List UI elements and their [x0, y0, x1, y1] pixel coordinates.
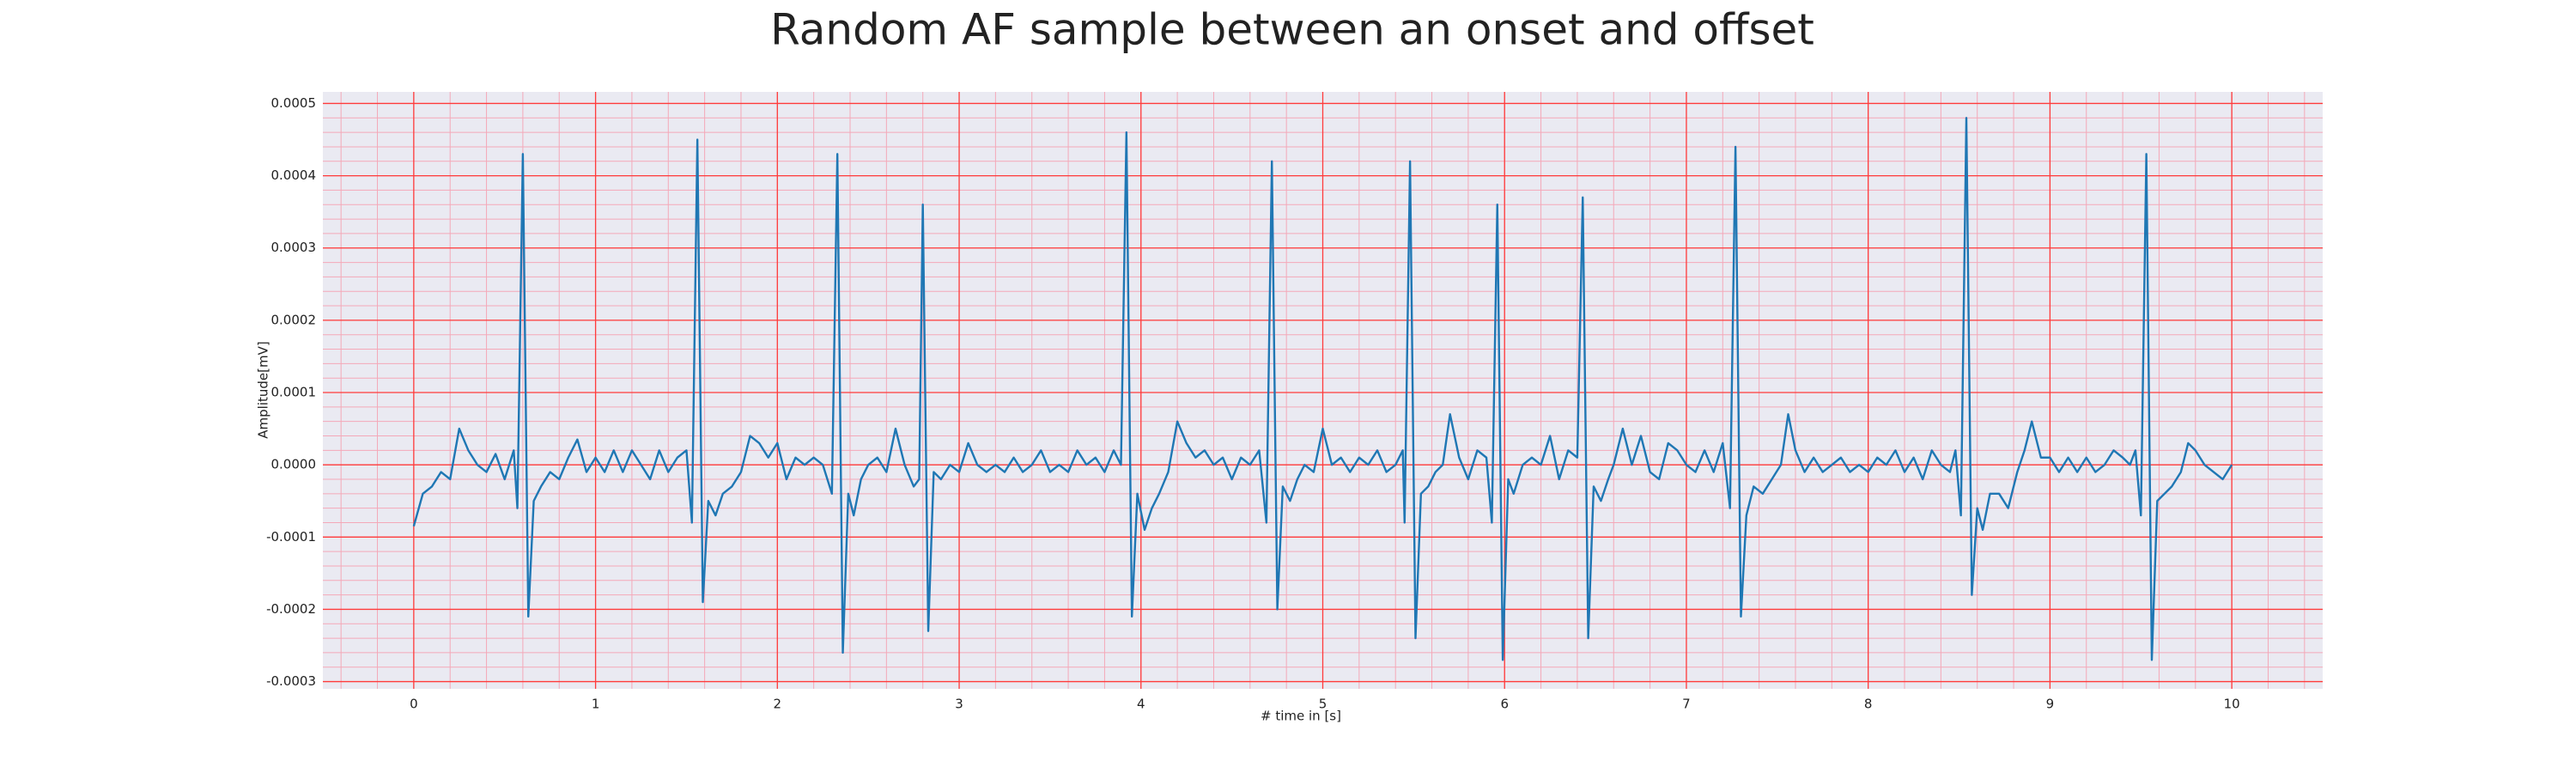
y-tick-label: 0.0005 [271, 95, 317, 111]
x-tick-label: 10 [2224, 697, 2240, 712]
x-tick-label: 0 [410, 697, 418, 712]
chart-title: Random AF sample between an onset and of… [770, 5, 1814, 55]
x-tick-label: 6 [1500, 697, 1509, 712]
x-tick-label: 7 [1682, 697, 1691, 712]
y-tick-label: 0.0000 [271, 457, 317, 472]
x-tick-label: 4 [1137, 697, 1145, 712]
y-tick-label: -0.0001 [266, 529, 316, 545]
x-tick-label: 1 [592, 697, 600, 712]
x-tick-label: 5 [1319, 697, 1327, 712]
y-axis-label: Amplitude[mV] [256, 341, 271, 438]
y-tick-label: 0.0001 [271, 385, 317, 400]
y-tick-label: -0.0003 [266, 673, 316, 689]
x-axis-label: # time in [s] [1261, 709, 1341, 724]
data-line [412, 117, 2233, 661]
x-tick-label: 9 [2046, 697, 2055, 712]
y-tick-label: 0.0002 [271, 312, 317, 327]
x-tick-label: 3 [955, 697, 963, 712]
y-tick-label: -0.0002 [266, 601, 316, 617]
y-tick-label: 0.0004 [271, 167, 317, 183]
x-tick-label: 8 [1864, 697, 1873, 712]
y-tick-label: 0.0003 [271, 240, 317, 255]
x-tick-label: 2 [774, 697, 782, 712]
